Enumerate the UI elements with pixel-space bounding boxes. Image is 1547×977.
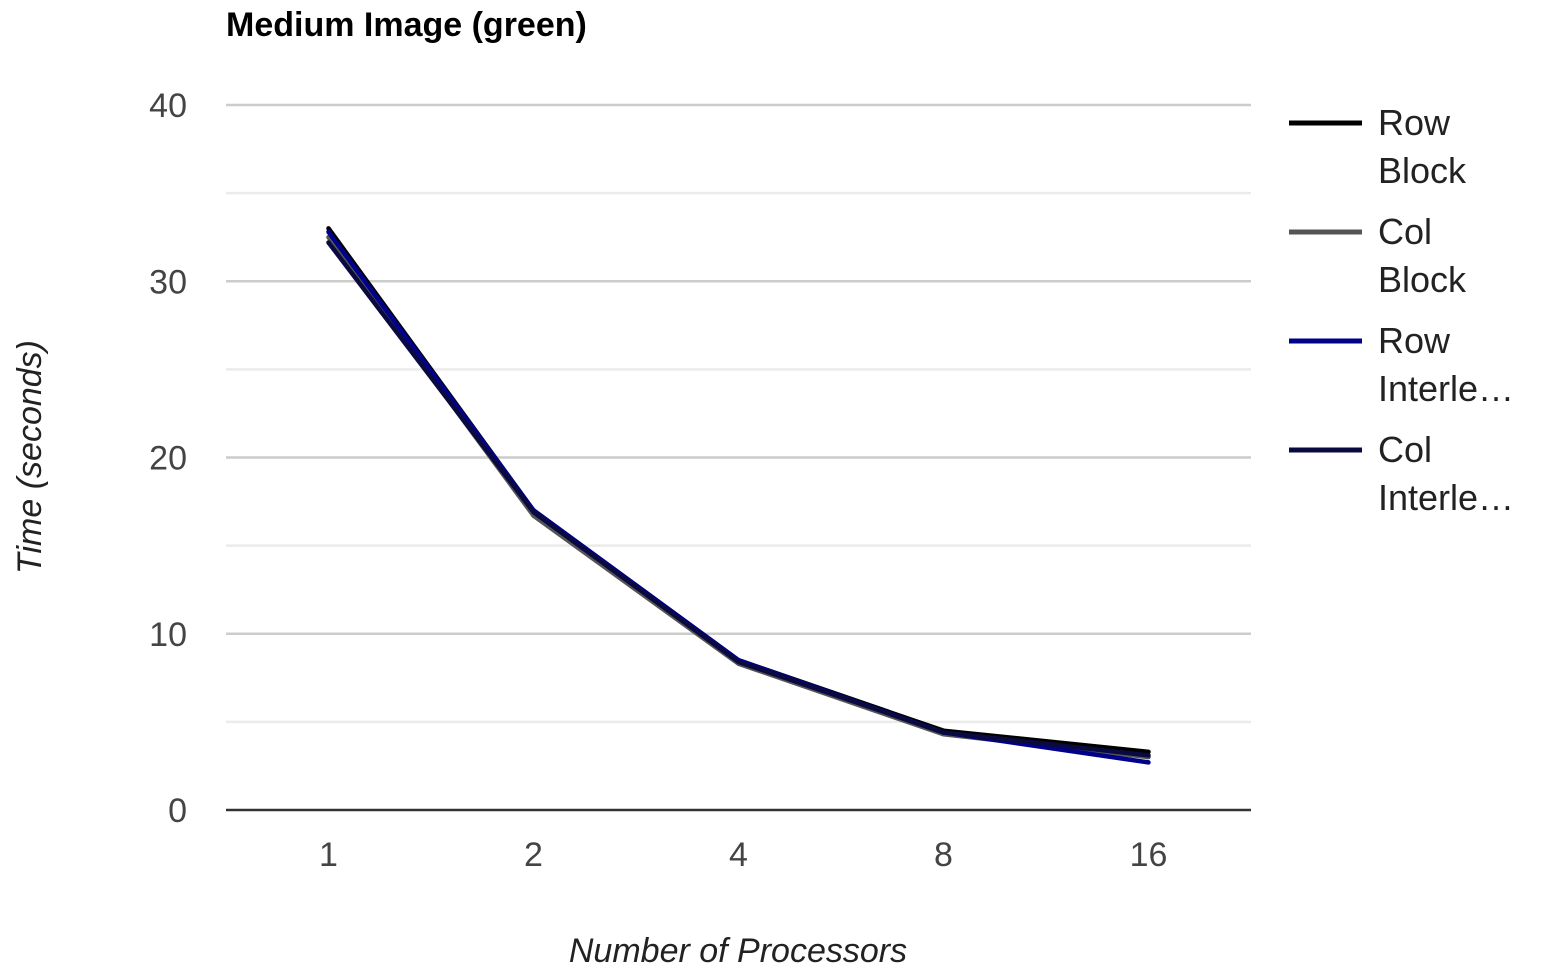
data-point bbox=[531, 509, 536, 515]
chart-title: Medium Image (green) bbox=[226, 6, 587, 44]
y-tick-label: 40 bbox=[149, 87, 187, 125]
series-line bbox=[326, 230, 1149, 765]
data-point bbox=[1146, 760, 1151, 765]
data-point bbox=[736, 659, 741, 665]
x-axis-title: Number of Processors bbox=[569, 932, 907, 970]
y-tick-label: 30 bbox=[149, 263, 187, 301]
x-tick-label: 2 bbox=[524, 836, 543, 874]
data-point bbox=[326, 226, 331, 231]
y-tick-label: 20 bbox=[149, 440, 187, 478]
data-point bbox=[941, 730, 946, 735]
data-point bbox=[326, 240, 331, 245]
x-axis-ticks: 1 2 4 8 16 bbox=[319, 836, 1167, 874]
y-axis-ticks: 0 10 20 30 40 bbox=[149, 87, 187, 830]
legend-label: Col Interle… bbox=[1378, 429, 1514, 518]
data-point bbox=[1146, 749, 1151, 755]
x-tick-label: 16 bbox=[1130, 836, 1168, 874]
series-line bbox=[326, 241, 1149, 758]
series-line bbox=[326, 235, 1149, 760]
y-axis-title: Time (seconds) bbox=[11, 340, 49, 574]
x-tick-label: 1 bbox=[319, 836, 338, 874]
x-tick-label: 8 bbox=[934, 836, 953, 874]
y-tick-label: 10 bbox=[149, 616, 187, 654]
y-tick-label: 0 bbox=[168, 792, 187, 830]
gridlines bbox=[226, 103, 1251, 812]
legend-label: Row Interle… bbox=[1378, 320, 1514, 409]
data-point bbox=[1146, 753, 1151, 758]
legend-label: Row Block bbox=[1378, 102, 1467, 191]
data-point bbox=[326, 229, 331, 235]
legend-label: Col Block bbox=[1378, 211, 1467, 300]
x-tick-label: 4 bbox=[729, 836, 748, 874]
series-lines bbox=[326, 226, 1151, 765]
series-line bbox=[326, 227, 1149, 755]
legend: Row Block Col Block Row Interle… Col Interle… bbox=[1289, 102, 1514, 518]
